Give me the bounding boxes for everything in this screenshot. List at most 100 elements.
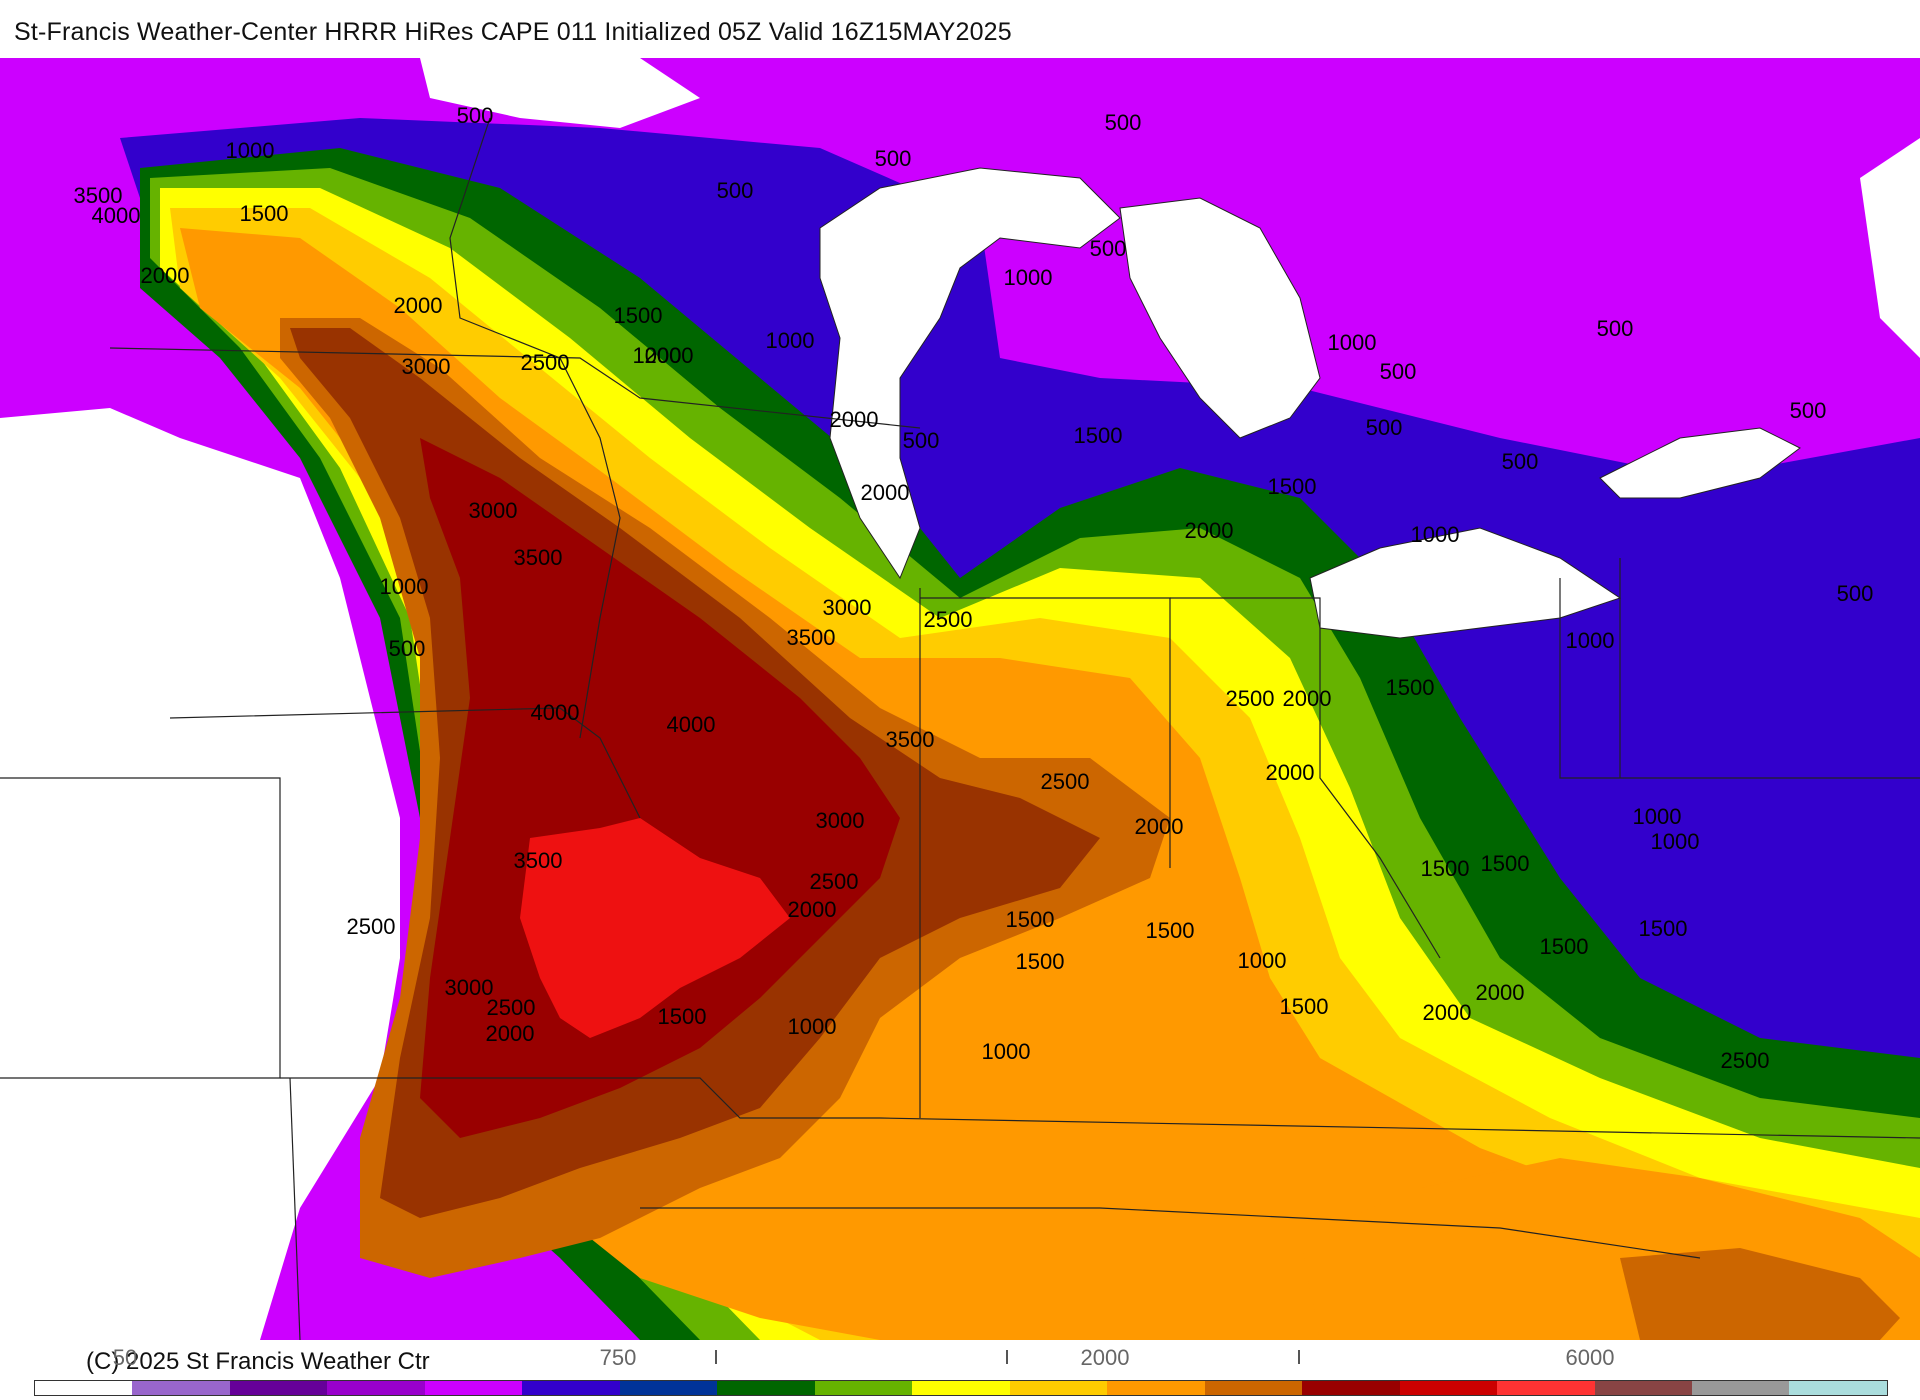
color-scale-bar [34,1380,1888,1396]
scale-tick-mark [1298,1350,1300,1364]
cape-fill-brown-southeast [1620,1248,1900,1340]
contour-label: 1500 [1016,949,1065,974]
scale-tick-label: 50 [112,1345,138,1370]
contour-label: 500 [1366,415,1403,440]
map-title: St-Francis Weather-Center HRRR HiRes CAP… [14,18,1012,46]
contour-label: 500 [389,636,426,661]
contour-label: 500 [457,103,494,128]
scale-tick-mark [715,1350,717,1364]
lake-erie [1309,527,1622,639]
cape-fill-low-west [0,408,400,1340]
cape-fill-low-northeast [1860,138,1920,358]
contour-label: 2500 [924,607,973,632]
contour-label: 500 [1597,316,1634,341]
cape-map-svg: 1000350040005005005005005001000150020002… [0,58,1920,1340]
color-scale-swatch [1497,1381,1595,1395]
contour-label: 1500 [240,201,289,226]
boundary-line [280,1077,1920,1139]
boundary-line [1170,597,1441,959]
contour-label: 3000 [469,498,518,523]
contour-label: 1000 [1238,948,1287,973]
contour-label: 2000 [861,480,910,505]
contour-label: 1000 [1328,330,1377,355]
contour-label: 500 [1090,236,1127,261]
contour-label: 500 [1502,449,1539,474]
contour-label: 1500 [1540,934,1589,959]
boundary-line [289,1077,301,1340]
contour-label: 3500 [514,848,563,873]
contour-label: 2500 [1226,686,1275,711]
contour-label: 2500 [810,869,859,894]
contour-label: 1000 [1633,804,1682,829]
contour-label: 1500 [1386,675,1435,700]
boundary-line [640,1207,1701,1259]
contour-label: 1500 [1146,918,1195,943]
contour-label: 2500 [487,995,536,1020]
lake-huron [1119,197,1321,439]
boundary-line [109,347,921,429]
cape-fill-low-north [420,58,700,128]
contour-label: 1500 [658,1004,707,1029]
contour-label: 1500 [1280,994,1329,1019]
contour-label: 2500 [347,914,396,939]
color-scale-swatch [1691,1381,1790,1395]
color-scale-swatch [1107,1381,1205,1395]
contour-label: 1000 [380,574,429,599]
contour-label: 500 [1790,398,1827,423]
contour-label: 1500 [1074,423,1123,448]
contour-label: 1500 [1006,907,1055,932]
color-scale-swatch [1399,1381,1498,1395]
contour-label: 2000 [141,263,190,288]
state-boundaries [0,117,1920,1340]
color-scale-swatch [1204,1381,1303,1395]
contour-label: 500 [717,178,754,203]
contour-label: 2000 [1135,814,1184,839]
contour-label: 1500 [1639,916,1688,941]
boundary-line [1559,578,1920,779]
color-scale-swatch [35,1381,133,1395]
contour-label: 2500 [521,350,570,375]
scale-tick-mark [1006,1350,1008,1364]
color-scale-swatch [424,1381,523,1395]
contour-label: 3500 [514,545,563,570]
contour-label: 1500 [614,303,663,328]
contour-label: 1000 [1566,628,1615,653]
boundary-line [169,707,641,819]
contour-label: 2000 [1283,686,1332,711]
cape-map[interactable]: 1000 3500 4000 500 500 500 500 500 1000 1500 2000 2… [0,58,1920,1340]
color-scale-swatch [1594,1381,1692,1395]
contour-label: 2000 [788,897,837,922]
contour-label: 1000 [982,1039,1031,1064]
contour-label: 1500 [1268,474,1317,499]
color-scale-swatch [522,1381,620,1395]
contour-label: 2000 [830,407,879,432]
color-scale-swatch [619,1381,718,1395]
boundary-line [0,777,281,1079]
contour-label: 2500 [1721,1048,1770,1073]
contour-label: 4000 [667,712,716,737]
contour-label: 3000 [823,595,872,620]
contour-label: 3500 [787,625,836,650]
cape-fill-red-core [520,818,790,1038]
lake-michigan-superior [819,167,1121,580]
contour-label: 2000 [486,1021,535,1046]
contour-label: 500 [1105,110,1142,135]
contour-label: 1000 [788,1014,837,1039]
copyright-text: (C) 2025 St Francis Weather Ctr [86,1348,430,1375]
contour-label: 1000 [766,328,815,353]
contour-label: 3500 [74,183,123,208]
contour-label: 2000 [394,293,443,318]
contour-label: 1000 [226,138,275,163]
contour-label: 4000 [531,700,580,725]
color-scale-swatch [229,1381,328,1395]
contour-label: 1500 [1421,856,1470,881]
boundary-line [449,117,621,739]
contour-label: 2000 [645,343,694,368]
color-scale-swatch [814,1381,913,1395]
contour-label: 500 [903,428,940,453]
lake-ontario [1599,427,1801,499]
contour-label: 2000 [1185,518,1234,543]
contour-label: 500 [875,146,912,171]
contour-label: 500 [1380,359,1417,384]
color-scale-swatch [912,1381,1010,1395]
